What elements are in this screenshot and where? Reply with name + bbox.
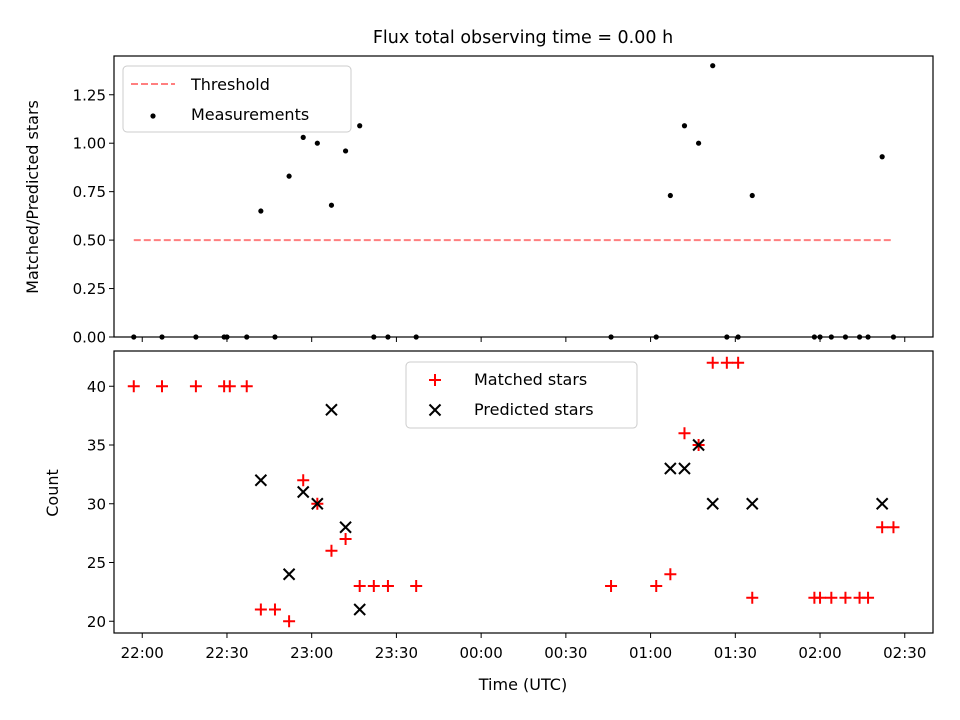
matched-star-point: [664, 568, 677, 581]
measurement-point: [357, 123, 363, 129]
bottom-panel: 20 25 30 35 40 22:00 22:30 23:00 23:30 00:00 00:30…: [87, 350, 934, 662]
measurement-point: [258, 208, 264, 214]
predicted-star-point: [692, 438, 705, 452]
matched-star-point: [814, 591, 827, 604]
legend-predicted-swatch: [428, 403, 442, 417]
matched-star-point: [268, 603, 281, 616]
matched-star-point: [720, 356, 733, 369]
top-y-tick-label: 0.75: [73, 183, 106, 201]
legend-box: [405, 361, 638, 429]
top-legend: Threshold Measurements: [122, 65, 352, 133]
predicted-star-point: [254, 474, 268, 487]
bottom-y-tick-label: 25: [87, 554, 106, 572]
top-y-tick-label: 0.00: [73, 329, 106, 347]
matched-star-point: [297, 474, 310, 487]
matched-star-point: [839, 591, 852, 604]
measurement-point: [879, 154, 885, 160]
bottom-series: [254, 403, 889, 616]
measurement-point: [286, 173, 292, 179]
bottom-y-axis-label: Count: [43, 469, 62, 517]
matched-star-point: [367, 580, 380, 592]
top-y-tick-label: 0.25: [73, 280, 106, 298]
predicted-star-point: [297, 485, 310, 499]
legend-measurement-swatch: [150, 113, 156, 119]
top-plot-frame: [113, 55, 934, 338]
top-y-tick-label: 0.50: [73, 232, 106, 250]
predicted-star-point: [311, 497, 324, 510]
matched-star-point: [223, 380, 236, 393]
matched-star-point: [876, 521, 889, 534]
matched-star-point: [605, 580, 618, 592]
legend-label-predicted: Predicted stars: [474, 400, 594, 419]
matched-star-point: [678, 427, 691, 440]
legend-label-threshold: Threshold: [190, 75, 270, 94]
legend-box: [122, 65, 352, 133]
bottom-x-tick-label: 22:30: [205, 644, 248, 662]
bottom-x-tick-label: 23:30: [375, 644, 418, 662]
bottom-y-tick-label: 20: [87, 613, 106, 631]
matched-star-point: [887, 521, 900, 534]
matched-star-point: [862, 591, 875, 604]
matched-star-point: [825, 591, 838, 604]
matched-star-point: [189, 380, 202, 393]
legend-label-measurements: Measurements: [191, 105, 309, 124]
matched-star-point: [381, 580, 394, 592]
matched-star-point: [127, 380, 140, 393]
top-series: [131, 63, 897, 340]
predicted-star-point: [325, 403, 338, 416]
predicted-star-point: [339, 521, 352, 534]
bottom-x-axis-label: Time (UTC): [478, 675, 567, 694]
top-chart-title: Flux total observing time = 0.00 h: [373, 28, 673, 48]
matched-star-point: [746, 591, 759, 604]
bottom-x-tick-label: 00:30: [544, 644, 587, 662]
bottom-series: [127, 356, 900, 628]
legend-matched-swatch: [429, 374, 441, 386]
bottom-y-tick-label: 40: [87, 378, 106, 396]
predicted-star-point: [706, 497, 719, 510]
predicted-star-point: [664, 462, 677, 475]
bottom-x-tick-label: 00:00: [460, 644, 503, 662]
top-y-tick-label: 1.00: [73, 135, 106, 153]
matched-star-point: [410, 580, 423, 592]
matched-star-point: [254, 603, 267, 616]
bottom-x-tick-label: 01:00: [629, 644, 672, 662]
measurement-point: [342, 148, 349, 154]
measurement-point: [695, 140, 702, 146]
top-y-tick-label: 1.25: [73, 86, 106, 104]
measurement-point: [300, 134, 306, 140]
predicted-star-point: [875, 497, 889, 510]
bottom-x-tick-label: 22:00: [121, 644, 164, 662]
bottom-legend: Matched stars Predicted stars: [405, 361, 638, 429]
matched-star-point: [240, 380, 253, 393]
measurement-point: [749, 192, 755, 199]
matched-star-point: [339, 533, 352, 545]
top-panel: 0.00 0.25 0.50 0.75 1.00 1.25 Threshold Measure…: [73, 55, 934, 347]
matched-star-point: [283, 615, 296, 628]
matched-star-point: [650, 580, 663, 592]
bottom-x-tick-label: 02:30: [883, 644, 926, 662]
matched-star-point: [325, 544, 338, 557]
bottom-x-tick-label: 23:00: [290, 644, 333, 662]
predicted-star-point: [282, 568, 296, 581]
top-y-axis-label: Matched/Predicted stars: [23, 100, 42, 294]
matched-star-point: [353, 580, 366, 592]
bottom-y-tick-label: 30: [87, 495, 106, 513]
bottom-plot-frame: [113, 350, 934, 634]
matched-star-point: [732, 356, 745, 369]
measurement-point: [710, 63, 716, 69]
legend-label-matched: Matched stars: [474, 370, 587, 389]
predicted-star-point: [746, 497, 759, 510]
bottom-y-tick-label: 35: [87, 437, 106, 455]
predicted-star-point: [678, 462, 691, 475]
matched-star-point: [156, 380, 169, 393]
measurement-point: [328, 202, 335, 208]
measurement-point: [667, 192, 673, 199]
measurement-point: [681, 123, 688, 129]
matched-star-point: [706, 356, 719, 369]
bottom-x-tick-label: 01:30: [714, 644, 757, 662]
measurement-point: [314, 140, 320, 146]
predicted-star-point: [353, 603, 366, 616]
bottom-x-tick-label: 02:00: [798, 644, 841, 662]
